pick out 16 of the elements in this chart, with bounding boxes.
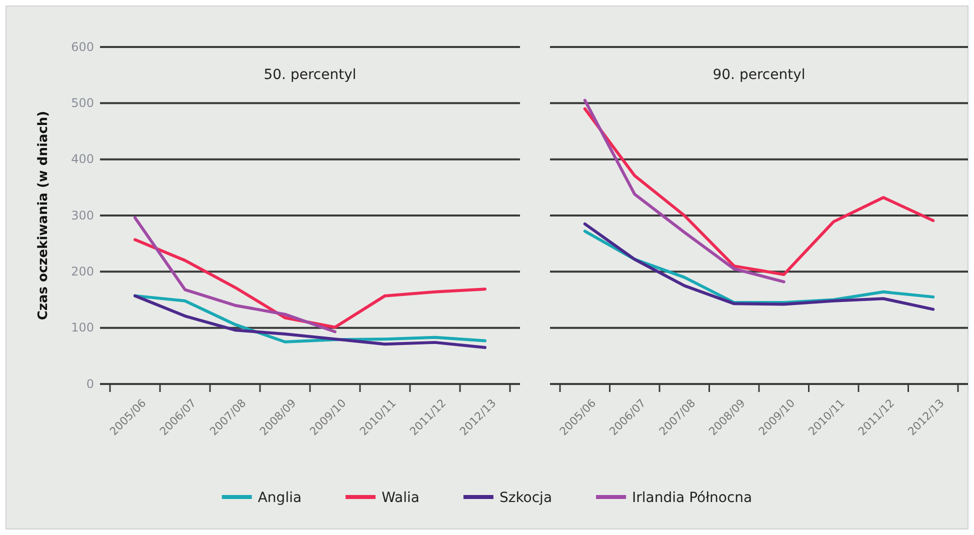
y-tick-label: 200 [71, 264, 94, 279]
text: 90. percentyl [712, 67, 806, 83]
text: 50. percentyl [264, 67, 356, 83]
y-tick-label: 600 [71, 40, 94, 54]
y-tick-label: 100 [71, 320, 94, 335]
y-tick-label: 500 [71, 96, 94, 110]
y-tick-label: 0 [86, 376, 94, 391]
y-tick-label: 300 [71, 208, 94, 222]
legend-label: Anglia [258, 490, 302, 506]
legend-label: Irlandia Północna [632, 490, 752, 506]
legend-label: Szkocja [499, 490, 552, 506]
line-series [134, 238, 486, 329]
y-axis-title: Czas oczekiwania (w dniach) [36, 110, 51, 320]
line-series [134, 216, 336, 334]
y-tick-label: 400 [71, 152, 94, 166]
legend-label: Walia [382, 490, 420, 506]
